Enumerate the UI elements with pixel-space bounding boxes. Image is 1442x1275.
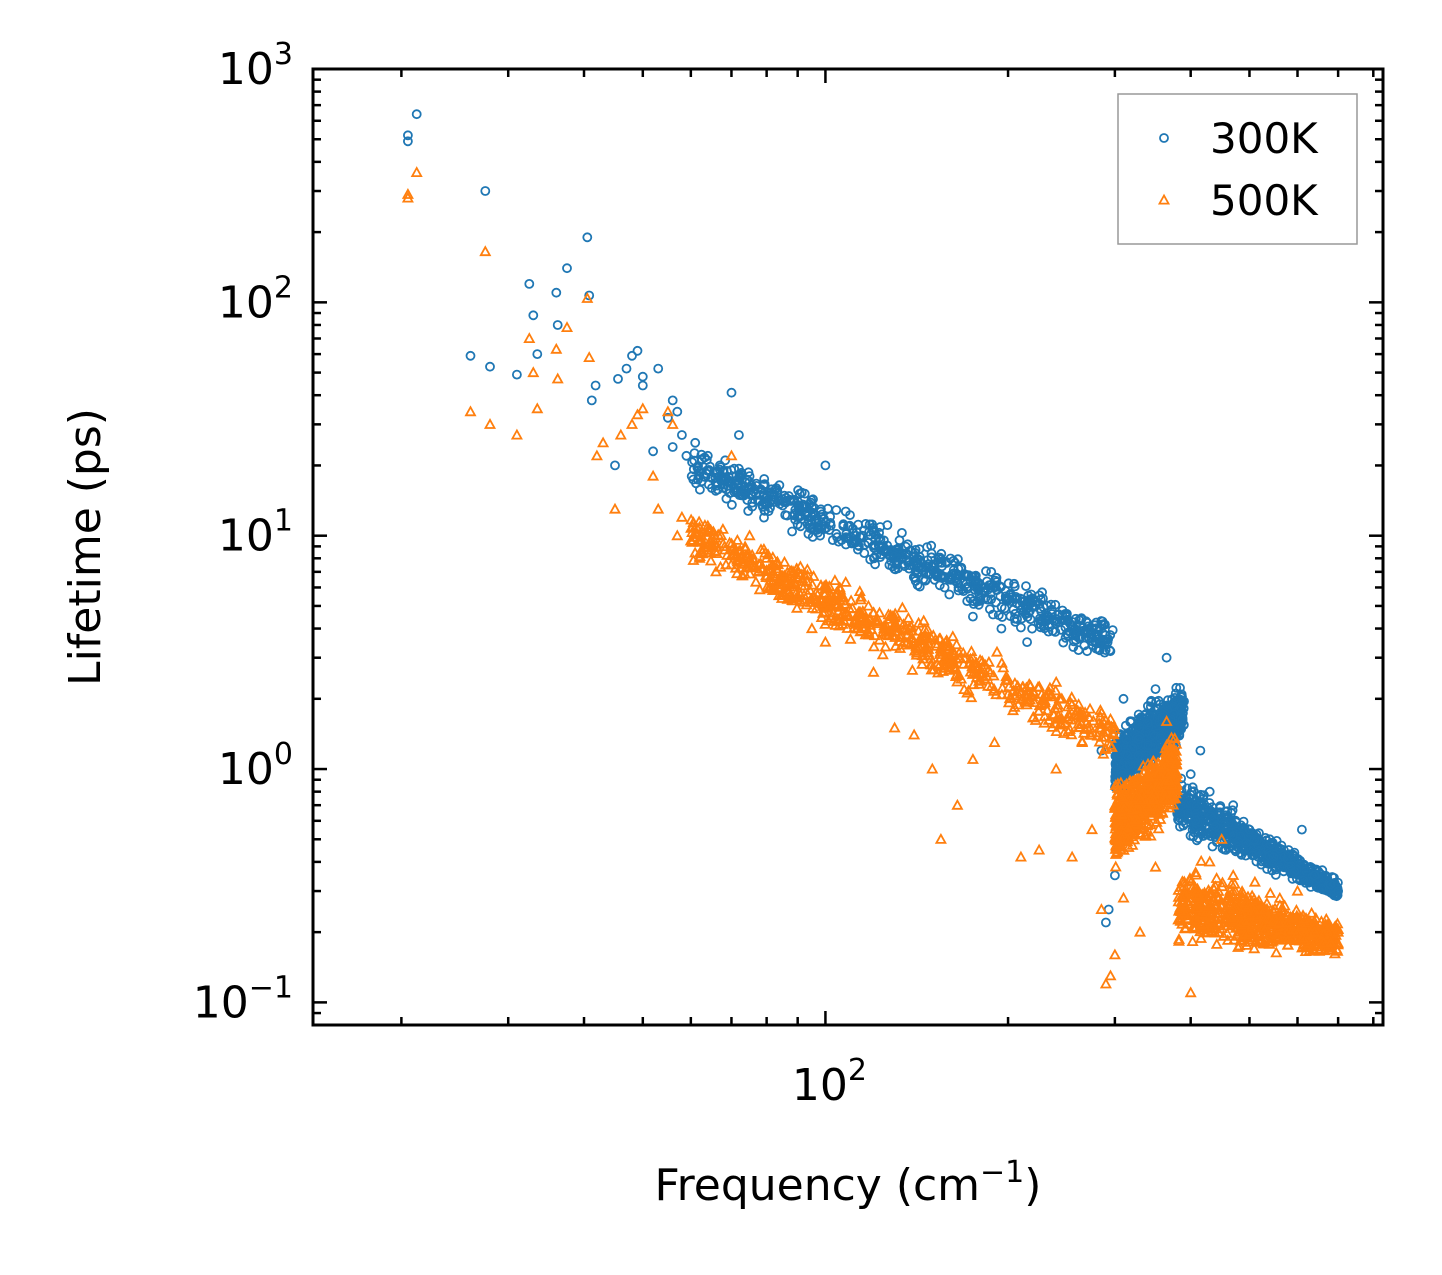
- legend: 300K 500K: [1118, 94, 1357, 244]
- y-axis-label: Lifetime (ps): [60, 408, 111, 686]
- scatter-chart: 10−1100101102103102 Frequency (cm−1) Lif…: [0, 0, 1442, 1275]
- legend-label: 500K: [1210, 176, 1319, 225]
- legend-label: 300K: [1210, 114, 1319, 163]
